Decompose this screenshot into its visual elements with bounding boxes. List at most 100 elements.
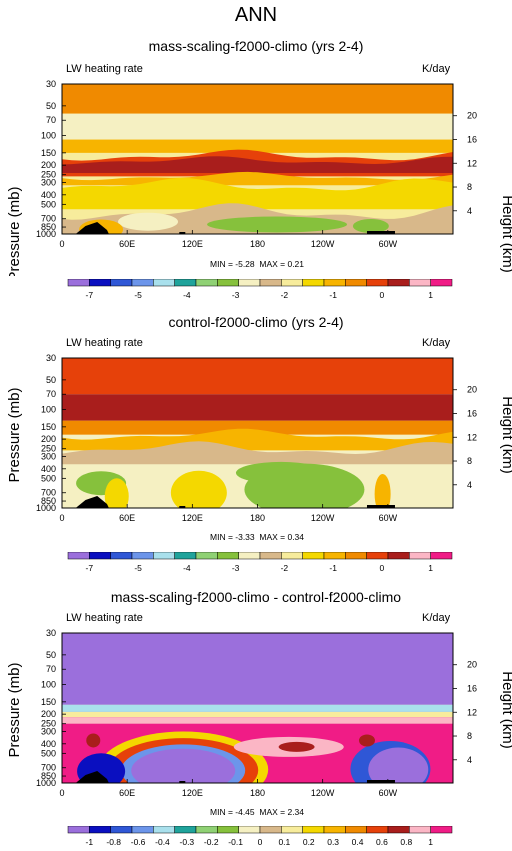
panel-2-ylabel-right: Height (km) [499, 396, 512, 474]
ytick-label-850: 850 [41, 222, 56, 232]
cbar-swatch-3 [131, 552, 154, 560]
ytick-label-400: 400 [41, 464, 56, 474]
band-pink [62, 717, 453, 724]
cbar-label-4: -2 [281, 563, 289, 573]
ytick-label-200: 200 [41, 434, 56, 444]
xtick-label-4: 120W [311, 788, 335, 798]
cbar-swatch-5 [174, 826, 197, 834]
blob-orange-1 [374, 473, 391, 508]
cbar-swatch-10 [281, 826, 303, 834]
cbar-label-2: -0.6 [131, 837, 146, 847]
htick-label-20: 20 [467, 111, 477, 121]
cbar-swatch-9 [259, 826, 282, 834]
cbar-label-3: -3 [232, 290, 240, 300]
terrain-3 [366, 780, 395, 783]
cbar-swatch-17 [430, 279, 453, 287]
cbar-swatch-1 [89, 826, 111, 834]
cbar-swatch-4 [153, 279, 175, 287]
htick-label-20: 20 [467, 660, 477, 670]
xtick-label-5: 60W [379, 788, 398, 798]
panel-3-ylabel-right: Height (km) [499, 671, 512, 749]
ytick-label-100: 100 [41, 131, 56, 141]
cbar-label-3: -3 [232, 563, 240, 573]
cbar-label-0: -7 [86, 290, 94, 300]
cbar-label-5: -1 [329, 563, 337, 573]
xtick-label-5: 60W [379, 513, 398, 523]
band-peak [62, 156, 453, 173]
ytick-label-700: 700 [41, 488, 56, 498]
band-strat-top [62, 84, 453, 114]
terrain-1 [75, 222, 109, 234]
terrain-3 [366, 231, 395, 234]
cbar-label-11: 0.4 [352, 837, 364, 847]
htick-label-16: 16 [467, 134, 477, 144]
xtick-label-2: 120E [182, 513, 203, 523]
cbar-swatch-0 [67, 552, 90, 560]
xtick-label-5: 60W [379, 239, 398, 249]
ytick-label-500: 500 [41, 199, 56, 209]
htick-label-16: 16 [467, 408, 477, 418]
cbar-swatch-11 [302, 279, 325, 287]
blob-cream-1 [118, 212, 179, 231]
cbar-label-2: -4 [183, 290, 191, 300]
cbar-label-2: -4 [183, 563, 191, 573]
panel-2-title: control-f2000-climo (yrs 2-4) [168, 314, 344, 330]
htick-label-4: 4 [467, 755, 472, 765]
cbar-swatch-11 [302, 552, 325, 560]
cbar-label-5: -0.2 [204, 837, 219, 847]
cbar-label-7: 1 [428, 290, 433, 300]
panel-2-ylabel: Pressure (mb) [6, 387, 23, 482]
cbar-swatch-4 [153, 552, 175, 560]
cbar-swatch-14 [366, 552, 389, 560]
panel-1-title: mass-scaling-f2000-climo (yrs 2-4) [148, 38, 364, 54]
ytick-label-850: 850 [41, 771, 56, 781]
panel-2-colorbar: -7 -5 -4 -3 -2 -1 0 1 [67, 552, 453, 573]
xtick-label-3: 180 [250, 788, 265, 798]
cbar-swatch-17 [430, 552, 453, 560]
ytick-label-50: 50 [46, 101, 56, 111]
panel-1-left-label: LW heating rate [66, 63, 143, 75]
xtick-label-3: 180 [250, 513, 265, 523]
panel-3-ylabel: Pressure (mb) [6, 662, 23, 757]
cbar-label-6: 0 [380, 563, 385, 573]
panel-2-plot: Pressure (mb) Height (km) 30 50 70 100 150 20… [6, 353, 512, 523]
band-peak [62, 394, 453, 421]
cbar-swatch-8 [238, 552, 261, 560]
ytick-label-30: 30 [46, 79, 56, 89]
panel-1-ylabel-right: Height (km) [499, 195, 512, 273]
cbar-swatch-2 [110, 279, 133, 287]
cbar-label-4: -2 [281, 290, 289, 300]
ytick-label-500: 500 [41, 748, 56, 758]
panel-3-field [62, 633, 453, 783]
cbar-swatch-1 [89, 552, 111, 560]
cbar-swatch-15 [387, 552, 410, 560]
ytick-label-250: 250 [41, 170, 56, 180]
cbar-swatch-3 [131, 279, 154, 287]
cbar-swatch-10 [281, 279, 303, 287]
cbar-label-12: 0.6 [376, 837, 388, 847]
blob-spot [86, 733, 101, 748]
band-strat-top [62, 358, 453, 395]
cbar-label-3: -0.4 [155, 837, 170, 847]
panel-2-right-label: K/day [422, 337, 451, 349]
blob-yellow-2 [104, 478, 129, 508]
ytick-label-200: 200 [41, 160, 56, 170]
xtick-label-4: 120W [311, 239, 335, 249]
cbar-swatch-3 [131, 826, 154, 834]
band-yellow [62, 178, 453, 210]
blob-green-1 [207, 216, 348, 233]
ytick-label-50: 50 [46, 650, 56, 660]
cbar-label-9: 0.2 [303, 837, 315, 847]
ytick-label-150: 150 [41, 422, 56, 432]
band-orange [62, 420, 453, 435]
ytick-label-700: 700 [41, 763, 56, 773]
xtick-label-2: 120E [182, 788, 203, 798]
blob-spot-2 [358, 734, 375, 747]
ytick-label-150: 150 [41, 697, 56, 707]
cbar-swatch-16 [409, 552, 431, 560]
htick-label-12: 12 [467, 432, 477, 442]
cbar-label-14: 1 [428, 837, 433, 847]
band-cyan [62, 704, 453, 712]
ytick-label-100: 100 [41, 680, 56, 690]
xtick-label-2: 120E [182, 239, 203, 249]
